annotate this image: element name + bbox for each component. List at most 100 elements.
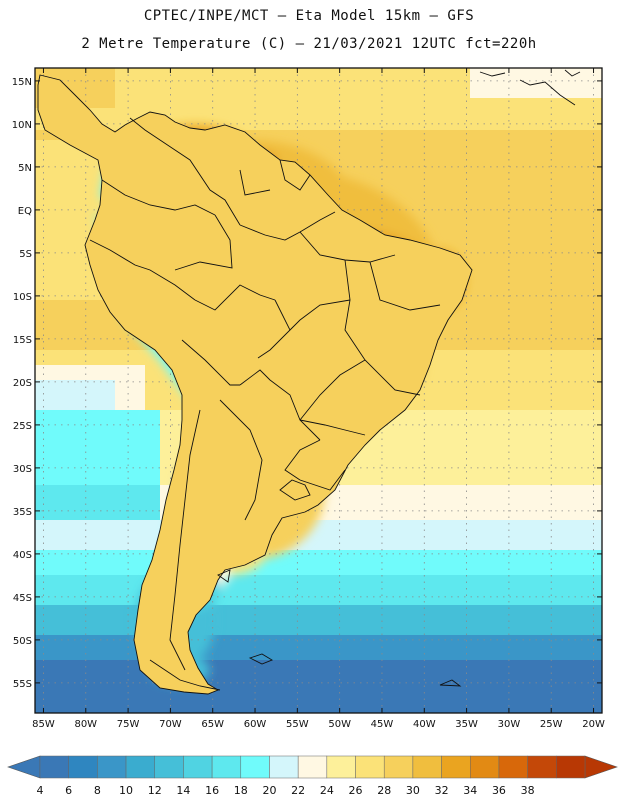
colorbar-label: 32 xyxy=(435,784,449,797)
border xyxy=(219,399,263,521)
lat-label: 5S xyxy=(19,249,32,260)
caribbean-islands xyxy=(479,71,506,77)
colorbar-swatch xyxy=(383,755,414,779)
lon-label: 75W xyxy=(117,719,140,730)
colorbar-swatch xyxy=(326,755,356,779)
colorbar-swatch xyxy=(297,755,328,779)
colorbar: 4 6 8 10 12 14 16 18 20 22 24 26 28 30 32 34 36 38 xyxy=(7,755,618,797)
lat-label: 55S xyxy=(13,679,32,690)
colorbar-label: 12 xyxy=(148,784,162,797)
colorbar-label: 30 xyxy=(406,784,420,797)
border xyxy=(299,419,366,436)
ocean-band xyxy=(35,550,602,575)
lon-label: 25W xyxy=(540,719,563,730)
border xyxy=(194,284,276,311)
colorbar-swatch xyxy=(125,755,155,779)
chart-title-line1: CPTEC/INPE/MCT – Eta Model 15km – GFS xyxy=(143,8,475,24)
lon-label: 85W xyxy=(32,719,55,730)
colorbar-label: 28 xyxy=(377,784,391,797)
colorbar-swatch xyxy=(39,755,69,779)
lon-label: 45W xyxy=(371,719,394,730)
colorbar-label: 16 xyxy=(205,784,219,797)
colorbar-swatch xyxy=(211,755,242,779)
colorbar-label: 20 xyxy=(262,784,276,797)
border xyxy=(299,359,366,421)
border xyxy=(279,159,311,191)
colorbar-label: 22 xyxy=(291,784,305,797)
border xyxy=(129,117,241,226)
lon-label: 55W xyxy=(286,719,309,730)
border xyxy=(169,409,201,671)
map-frame xyxy=(34,67,603,714)
caribbean-islands xyxy=(564,69,581,77)
lon-label: 65W xyxy=(201,719,224,730)
lat-label: 35S xyxy=(13,507,32,518)
island-outline xyxy=(439,679,462,687)
lat-label: 15S xyxy=(13,335,32,346)
colorbar-swatch xyxy=(355,755,385,779)
ocean-band xyxy=(35,380,115,410)
lat-label: 50S xyxy=(13,636,32,647)
border xyxy=(181,339,240,386)
lat-label: 20S xyxy=(13,378,32,389)
colorbar-swatch xyxy=(412,755,442,779)
colorbar-label: 4 xyxy=(37,784,44,797)
colorbar-swatch xyxy=(97,755,127,779)
ocean-band xyxy=(470,68,602,98)
colorbar-label: 24 xyxy=(320,784,334,797)
colorbar-swatch xyxy=(498,755,528,779)
lat-label: 5N xyxy=(18,163,32,174)
axis-ticks xyxy=(35,68,602,713)
border xyxy=(239,211,336,241)
colorbar-label: 38 xyxy=(521,784,535,797)
border xyxy=(174,214,233,271)
border xyxy=(239,169,271,196)
border xyxy=(369,261,441,311)
coastline xyxy=(149,659,221,691)
ocean-band xyxy=(35,520,602,550)
colorbar-swatch xyxy=(556,755,586,779)
lon-label: 70W xyxy=(159,719,182,730)
border xyxy=(257,299,291,359)
colorbar-label: 36 xyxy=(492,784,506,797)
lon-label: 35W xyxy=(455,719,478,730)
lat-label: 30S xyxy=(13,464,32,475)
lon-label: 30W xyxy=(498,719,521,730)
lat-label: 10N xyxy=(12,120,32,131)
ocean-band xyxy=(35,635,602,660)
colorbar-label: 18 xyxy=(234,784,248,797)
border xyxy=(299,469,346,491)
island-outline xyxy=(217,569,231,583)
ocean-band xyxy=(35,485,160,520)
lon-label: 20W xyxy=(582,719,605,730)
chart-title-line2: 2 Metre Temperature (C) – 21/03/2021 12U… xyxy=(81,36,537,52)
longitude-labels: 85W 80W 75W 70W 65W 60W 55W 50W 45W 40W 35W 30W 25W 2… xyxy=(32,719,605,730)
colorbar-swatch xyxy=(470,755,500,779)
colorbar-swatch xyxy=(68,755,98,779)
ocean-band xyxy=(35,605,602,635)
colorbar-label: 6 xyxy=(65,784,72,797)
lat-label: 10S xyxy=(13,292,32,303)
lon-label: 40W xyxy=(413,719,436,730)
colorbar-label: 34 xyxy=(463,784,477,797)
colorbar-swatch xyxy=(183,755,213,779)
colorbar-high-arrow xyxy=(584,755,618,779)
map-field xyxy=(35,68,602,713)
lat-label: 25S xyxy=(13,421,32,432)
colorbar-swatch xyxy=(154,755,184,779)
lat-label: EQ xyxy=(18,206,32,217)
lake-outline xyxy=(279,479,311,501)
ocean-band xyxy=(35,575,602,605)
border xyxy=(284,439,321,481)
lon-label: 60W xyxy=(244,719,267,730)
lon-label: 80W xyxy=(74,719,97,730)
colorbar-label: 8 xyxy=(94,784,101,797)
border xyxy=(89,239,196,301)
lat-label: 45S xyxy=(13,593,32,604)
ocean-band xyxy=(35,660,602,713)
colorbar-low-arrow xyxy=(7,755,41,779)
border xyxy=(101,179,216,216)
colorbar-swatch xyxy=(527,755,557,779)
ocean-band xyxy=(35,410,160,485)
